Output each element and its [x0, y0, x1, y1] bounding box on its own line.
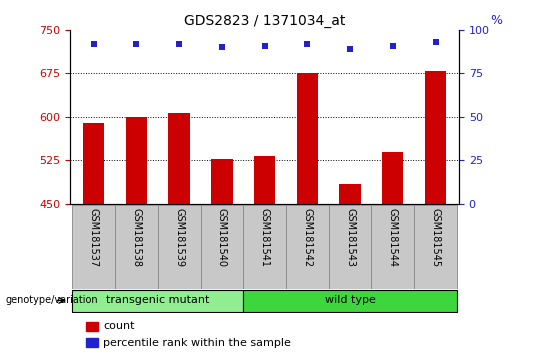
Bar — [286, 205, 329, 289]
Bar — [382, 152, 403, 204]
Bar — [115, 205, 158, 289]
Text: GSM181541: GSM181541 — [260, 208, 269, 267]
Title: GDS2823 / 1371034_at: GDS2823 / 1371034_at — [184, 14, 345, 28]
Text: GSM181542: GSM181542 — [302, 208, 312, 267]
Bar — [168, 113, 190, 204]
Point — [90, 41, 98, 47]
Text: GSM181543: GSM181543 — [345, 208, 355, 267]
Bar — [211, 159, 233, 204]
Bar — [414, 205, 457, 289]
Bar — [339, 184, 361, 204]
Text: genotype/variation: genotype/variation — [5, 295, 98, 306]
Text: GSM181545: GSM181545 — [430, 208, 441, 267]
Point — [218, 45, 226, 50]
Point — [132, 41, 141, 47]
Text: percentile rank within the sample: percentile rank within the sample — [103, 338, 291, 348]
Bar — [72, 205, 115, 289]
Text: GSM181544: GSM181544 — [388, 208, 398, 267]
Bar — [158, 205, 200, 289]
Bar — [425, 70, 446, 204]
Text: transgenic mutant: transgenic mutant — [106, 295, 210, 306]
Text: wild type: wild type — [325, 295, 375, 306]
Point — [346, 46, 354, 52]
Bar — [72, 290, 243, 312]
Text: %: % — [490, 13, 502, 27]
Point — [303, 41, 312, 47]
Bar — [86, 338, 98, 347]
Text: count: count — [103, 321, 135, 331]
Point — [175, 41, 184, 47]
Bar — [329, 205, 372, 289]
Bar — [254, 155, 275, 204]
Point — [431, 39, 440, 45]
Text: GSM181539: GSM181539 — [174, 208, 184, 267]
Text: GSM181538: GSM181538 — [131, 208, 141, 267]
Bar — [83, 122, 104, 204]
Text: GSM181540: GSM181540 — [217, 208, 227, 267]
Point — [388, 43, 397, 48]
Bar — [243, 205, 286, 289]
Bar — [86, 322, 98, 331]
Bar — [243, 290, 457, 312]
Bar — [200, 205, 243, 289]
Bar — [126, 117, 147, 204]
Text: GSM181537: GSM181537 — [89, 208, 99, 267]
Point — [260, 43, 269, 48]
Bar — [372, 205, 414, 289]
Bar — [296, 73, 318, 204]
